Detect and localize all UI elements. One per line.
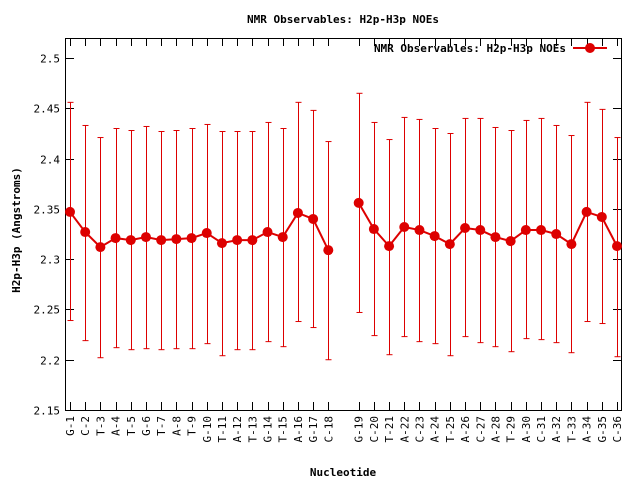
x-tick-label: A-4 xyxy=(110,416,123,436)
x-tick-label: C-27 xyxy=(474,416,487,443)
x-tick-label: C-2 xyxy=(79,416,92,436)
data-point xyxy=(505,236,516,247)
data-point xyxy=(596,211,607,222)
data-point xyxy=(201,228,212,239)
x-axis-label: Nucleotide xyxy=(310,466,377,479)
data-point xyxy=(262,227,273,238)
y-tick-label: 2.25 xyxy=(34,304,61,317)
x-tick-label: A-28 xyxy=(489,416,502,443)
data-point xyxy=(368,224,379,235)
data-point xyxy=(475,225,486,236)
legend-marker xyxy=(585,43,595,53)
x-tick-label: A-22 xyxy=(398,416,411,443)
x-tick-label: G-14 xyxy=(262,416,275,443)
x-tick-label: T-13 xyxy=(246,416,259,443)
data-point xyxy=(612,241,622,252)
x-tick-label: T-29 xyxy=(505,416,518,443)
plot-frame xyxy=(65,38,622,411)
x-tick-label: A-16 xyxy=(292,416,305,443)
data-point xyxy=(308,213,319,224)
data-point xyxy=(490,232,501,243)
x-tick-label: T-25 xyxy=(444,416,457,443)
y-tick-label: 2.15 xyxy=(34,405,61,418)
x-tick-label: G-19 xyxy=(353,416,366,443)
data-point xyxy=(292,207,303,218)
data-point xyxy=(186,233,197,244)
data-point xyxy=(80,227,91,238)
x-tick-label: A-12 xyxy=(231,416,244,443)
legend: NMR Observables: H2p-H3p NOEs xyxy=(374,42,607,55)
data-point xyxy=(110,233,121,244)
y-tick-label: 2.4 xyxy=(40,154,60,167)
data-point xyxy=(384,241,395,252)
data-point xyxy=(551,229,562,240)
x-tick-label: A-8 xyxy=(170,416,183,436)
data-point xyxy=(65,206,75,217)
data-point xyxy=(323,245,334,256)
data-point xyxy=(232,235,243,246)
data-point xyxy=(566,239,577,250)
data-point xyxy=(536,225,547,236)
x-tick-label: A-24 xyxy=(429,416,442,443)
x-tick-label: C-20 xyxy=(368,416,381,443)
data-point xyxy=(520,225,531,236)
series-line xyxy=(357,202,618,248)
y-tick-label: 2.2 xyxy=(40,355,60,368)
x-tick-label: T-7 xyxy=(155,416,168,436)
x-axis: G-1 C-2 T-3 A-4 T-5 G-6 T-7 A-8 T-9 G-10 T-11 A-12 T… xyxy=(64,38,624,443)
data-point xyxy=(414,225,425,236)
data-point xyxy=(247,235,258,246)
x-tick-label: C-23 xyxy=(413,416,426,443)
data-point xyxy=(125,235,136,246)
x-tick-label: G-17 xyxy=(307,416,320,443)
data-point xyxy=(429,231,440,242)
data-point xyxy=(460,223,471,234)
data-point xyxy=(399,222,410,233)
y-axis: 2.15 2.2 2.25 2.3 2.35 2.4 2.45 2.5 xyxy=(34,53,621,418)
data-point xyxy=(444,239,455,250)
x-tick-label: A-30 xyxy=(520,416,533,443)
x-tick-label: A-32 xyxy=(550,416,563,443)
data-point xyxy=(353,197,364,208)
x-tick-label: C-31 xyxy=(535,416,548,443)
legend-label: NMR Observables: H2p-H3p NOEs xyxy=(374,42,566,55)
data-point xyxy=(277,232,288,243)
data-point xyxy=(140,232,151,243)
y-tick-label: 2.3 xyxy=(40,254,60,267)
x-tick-label: T-11 xyxy=(216,416,229,443)
x-tick-label: T-15 xyxy=(277,416,290,443)
x-tick-label: T-5 xyxy=(125,416,138,436)
y-tick-label: 2.45 xyxy=(34,103,61,116)
x-tick-label: G-1 xyxy=(64,416,77,436)
x-tick-label: A-34 xyxy=(581,416,594,443)
data-point xyxy=(95,242,106,253)
series-layer xyxy=(65,92,622,361)
data-point xyxy=(156,235,167,246)
chart-title: NMR Observables: H2p-H3p NOEs xyxy=(247,13,439,26)
y-axis-label: H2p-H3p (Angstroms) xyxy=(10,167,23,293)
x-tick-label: G-35 xyxy=(596,416,609,443)
data-point xyxy=(216,238,227,249)
data-point xyxy=(171,234,182,245)
x-tick-label: T-21 xyxy=(383,416,396,443)
x-tick-label: G-6 xyxy=(140,416,153,436)
x-tick-label: T-33 xyxy=(565,416,578,443)
data-point xyxy=(581,206,592,217)
y-tick-label: 2.5 xyxy=(40,53,60,66)
x-tick-label: G-10 xyxy=(201,416,214,443)
y-tick-label: 2.35 xyxy=(34,204,61,217)
x-tick-label: A-26 xyxy=(459,416,472,443)
x-tick-label: T-9 xyxy=(186,416,199,436)
x-tick-label: C-18 xyxy=(322,416,335,443)
x-tick-label: T-3 xyxy=(94,416,107,436)
x-tick-label: C-36 xyxy=(611,416,624,443)
series-line xyxy=(69,211,330,251)
